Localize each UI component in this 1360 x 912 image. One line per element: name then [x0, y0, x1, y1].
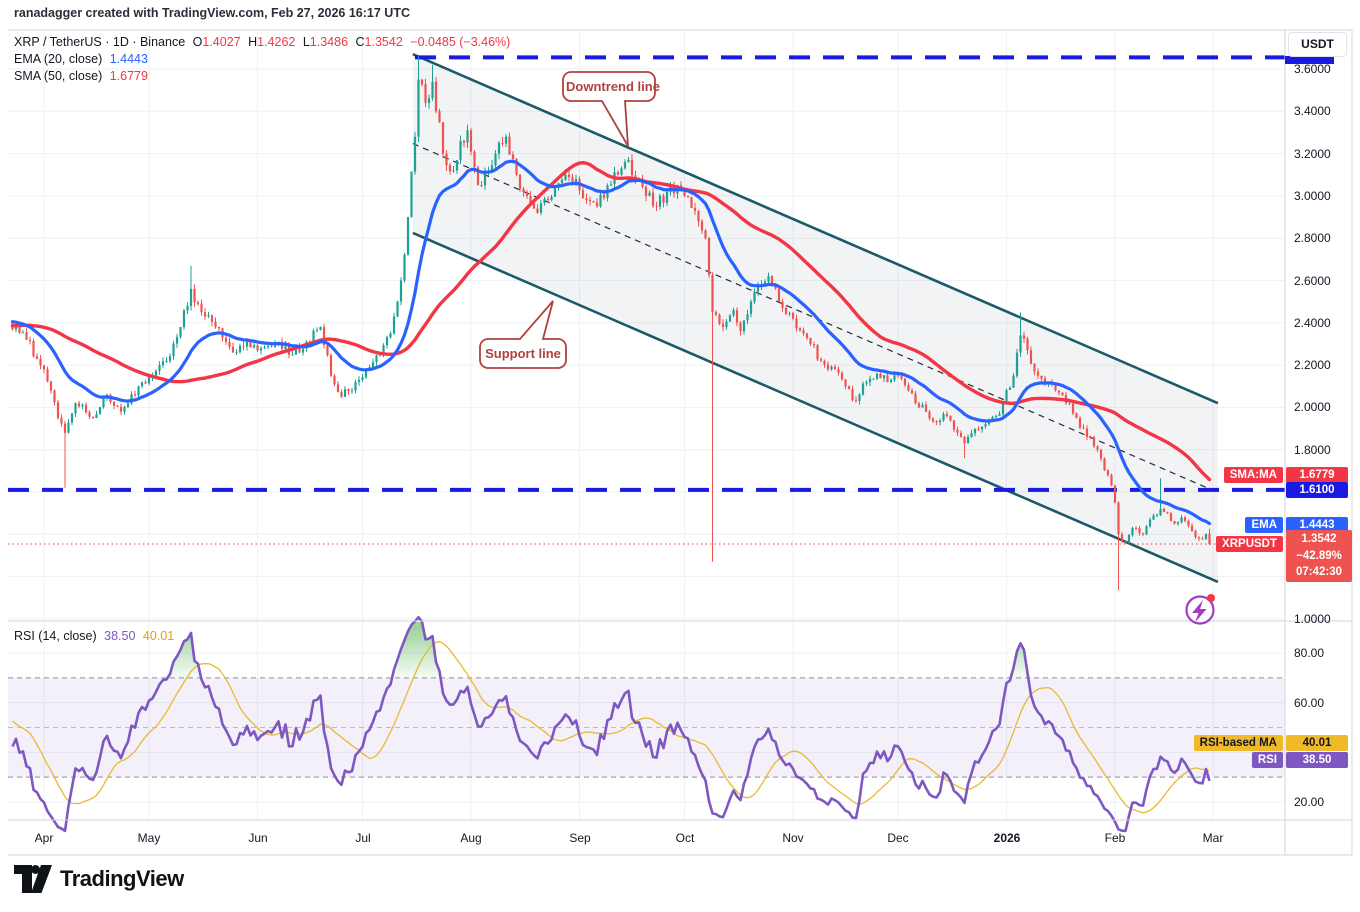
ema-value-tag: 1.4443: [1286, 517, 1348, 533]
price-tick-label: 1.0000: [1294, 612, 1331, 626]
rsi-name-tag: RSI: [1251, 752, 1283, 768]
change-value: −0.0485 (−3.46%): [410, 35, 511, 49]
time-tick-label: Oct: [675, 831, 695, 845]
rsi-line: [11, 615, 1211, 833]
time-tick-label: Dec: [887, 831, 909, 845]
tradingview-logo-text: TradingView: [60, 866, 184, 891]
last-price-block: 1.3542 −42.89% 07:42:30: [1286, 530, 1352, 582]
symbol-title: XRP / TetherUS · 1D · Binance: [14, 35, 186, 49]
ohlc-close-label: C: [355, 35, 365, 49]
rsi-legend-row[interactable]: RSI (14, close) 38.50 40.01: [14, 629, 174, 643]
rsi-tick-label: 80.00: [1294, 646, 1325, 660]
time-tick-label: Aug: [460, 831, 482, 845]
support-callout-text: Support line: [485, 346, 561, 361]
ema-legend-row[interactable]: EMA (20, close) 1.4443: [14, 52, 148, 66]
attribution-watermark: ranadagger created with TradingView.com,…: [14, 6, 410, 20]
ohlc-high-label: H: [248, 35, 258, 49]
time-tick-label: Feb: [1104, 831, 1126, 845]
resistance-line-axis-marker: [1285, 56, 1334, 64]
time-tick-label: Mar: [1202, 831, 1224, 845]
rsi-legend-label: RSI (14, close): [14, 629, 97, 643]
time-tick-label: Jun: [248, 831, 268, 845]
time-tick-label: May: [137, 831, 161, 845]
ema-legend-value: 1.4443: [109, 52, 148, 66]
rsi-ma-legend-value: 40.01: [142, 629, 175, 643]
rsi-ma-line: [12, 640, 1210, 814]
last-price-change: −42.89%: [1296, 549, 1342, 562]
support-callout-bubble[interactable]: [479, 300, 567, 369]
ema-name-tag: EMA: [1245, 517, 1283, 533]
downtrend-callout-text: Downtrend line: [566, 79, 660, 94]
tradingview-logo[interactable]: TradingView: [14, 865, 184, 893]
support-level-tag: 1.6100: [1286, 482, 1348, 498]
ema-legend-label: EMA (20, close): [14, 52, 103, 66]
price-tick-label: 3.6000: [1294, 62, 1331, 76]
downtrend-callout-bubble[interactable]: [562, 71, 656, 147]
price-tick-label: 2.6000: [1294, 274, 1331, 288]
ohlc-open-value: 1.4027: [202, 35, 241, 49]
tradingview-logo-mark: [14, 865, 52, 893]
price-tick-label: 2.8000: [1294, 231, 1331, 245]
rsi-tick-label: 60.00: [1294, 696, 1325, 710]
ohlc-low-label: L: [302, 35, 310, 49]
ohlc-open-label: O: [192, 35, 203, 49]
support-channel-line[interactable]: [412, 231, 1219, 584]
symbol-price-tag: XRPUSDT: [1216, 536, 1283, 552]
ohlc-close-value: 1.3542: [364, 35, 403, 49]
symbol-legend-row[interactable]: XRP / TetherUS · 1D · Binance O1.4027 H1…: [14, 35, 510, 49]
rsi-legend-value: 38.50: [104, 629, 136, 643]
price-tick-label: 1.8000: [1294, 443, 1331, 457]
rsi-tick-label: 20.00: [1294, 795, 1325, 809]
price-tick-label: 3.4000: [1294, 104, 1331, 118]
sma-legend-label: SMA (50, close): [14, 69, 103, 83]
time-tick-label: Jul: [355, 831, 371, 845]
sma-legend-row[interactable]: SMA (50, close) 1.6779: [14, 69, 148, 83]
sma-value-tag: 1.6779: [1286, 467, 1348, 483]
annotation-callouts[interactable]: Downtrend line Support line: [479, 71, 660, 369]
rsi-ma-name-tag: RSI-based MA: [1193, 735, 1283, 751]
time-tick-label: Sep: [569, 831, 591, 845]
time-tick-label: Apr: [34, 831, 54, 845]
sma-50-line: [10, 160, 1212, 482]
ema-20-line: [10, 159, 1212, 526]
currency-unit-button[interactable]: USDT: [1288, 32, 1347, 57]
time-tick-label: 2026: [993, 831, 1021, 845]
ohlc-high-value: 1.4262: [257, 35, 296, 49]
price-tick-label: 2.2000: [1294, 358, 1331, 372]
flash-reaction-icon[interactable]: [1185, 594, 1216, 625]
price-tick-label: 3.0000: [1294, 189, 1331, 203]
downtrend-line[interactable]: [412, 53, 1219, 405]
channel-median-line[interactable]: [412, 143, 1219, 494]
rsi-value-tag: 38.50: [1286, 752, 1348, 768]
price-tick-label: 3.2000: [1294, 147, 1331, 161]
price-tick-label: 2.4000: [1294, 316, 1331, 330]
bar-countdown: 07:42:30: [1295, 566, 1343, 578]
price-tick-label: 2.0000: [1294, 400, 1331, 414]
rsi-ma-value-tag: 40.01: [1286, 735, 1348, 751]
last-price-value: 1.3542: [1301, 533, 1337, 545]
sma-legend-value: 1.6779: [109, 69, 148, 83]
sma-name-tag: SMA:MA: [1223, 467, 1283, 483]
ohlc-low-value: 1.3486: [309, 35, 349, 49]
time-tick-label: Nov: [782, 831, 804, 845]
